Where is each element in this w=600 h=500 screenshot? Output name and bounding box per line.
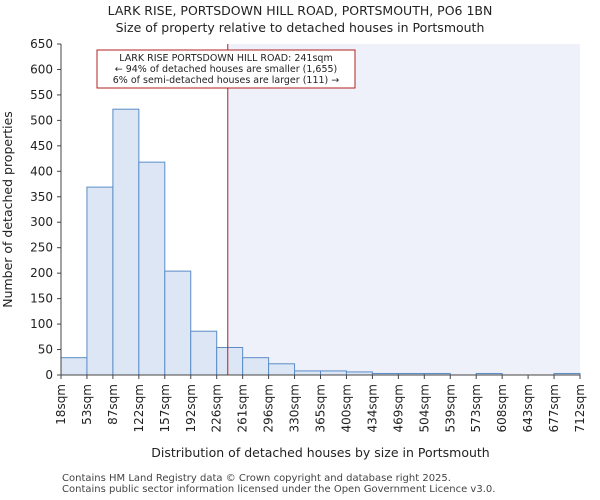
- x-tick-label: 712sqm: [573, 384, 587, 432]
- x-tick-label: 53sqm: [80, 384, 94, 425]
- annotation-box: LARK RISE PORTSDOWN HILL ROAD: 241sqm ← …: [96, 49, 356, 89]
- x-tick-label: 122sqm: [132, 384, 146, 432]
- histogram-bar: [60, 357, 88, 376]
- x-tick-label: 608sqm: [495, 384, 509, 432]
- histogram-bar: [190, 330, 218, 376]
- x-tick-label: 573sqm: [469, 384, 483, 432]
- x-axis-label: Distribution of detached houses by size …: [151, 445, 489, 460]
- x-tick-label: 330sqm: [288, 384, 302, 432]
- y-tick-label: 650: [30, 37, 53, 51]
- x-tick-label: 469sqm: [391, 384, 405, 432]
- annotation-line-2: ← 94% of detached houses are smaller (1,…: [115, 64, 338, 75]
- x-tick-label: 539sqm: [443, 384, 457, 432]
- histogram-bar: [320, 370, 347, 376]
- y-tick-label: 50: [38, 343, 53, 357]
- y-tick-label: 600: [30, 62, 53, 76]
- histogram-bar: [242, 357, 270, 376]
- x-tick-label: 87sqm: [106, 384, 120, 425]
- chart-title: LARK RISE, PORTSDOWN HILL ROAD, PORTSMOU…: [107, 3, 493, 18]
- x-tick-label: 677sqm: [547, 384, 561, 432]
- y-tick-label: 0: [45, 368, 53, 382]
- histogram-bar: [164, 270, 192, 376]
- x-tick-label: 434sqm: [365, 384, 379, 432]
- chart-subtitle: Size of property relative to detached ho…: [115, 20, 485, 35]
- y-axis-label: Number of detached properties: [0, 111, 15, 308]
- histogram-bar: [294, 370, 321, 376]
- y-tick-label: 250: [30, 241, 53, 255]
- y-tick-label: 500: [30, 113, 53, 127]
- x-tick-label: 643sqm: [521, 384, 535, 432]
- footer-line-2: Contains public sector information licen…: [62, 484, 496, 495]
- y-tick-label: 450: [30, 139, 53, 153]
- x-tick-label: 504sqm: [417, 384, 431, 432]
- x-tick-label: 400sqm: [339, 384, 353, 432]
- annotation-border: [96, 49, 356, 89]
- annotation-line-3: 6% of semi-detached houses are larger (1…: [113, 75, 340, 86]
- x-tick-label: 365sqm: [314, 384, 328, 432]
- y-tick-label: 550: [30, 88, 53, 102]
- y-tick-label: 200: [30, 266, 53, 280]
- x-tick-label: 157sqm: [158, 384, 172, 432]
- x-tick-label: 261sqm: [236, 384, 250, 432]
- y-tick-label: 300: [30, 215, 53, 229]
- x-tick-label: 226sqm: [210, 384, 224, 432]
- y-tick-label: 100: [30, 317, 53, 331]
- x-tick-label: 192sqm: [184, 384, 198, 432]
- y-tick-label: 150: [30, 292, 53, 306]
- annotation-line-1: LARK RISE PORTSDOWN HILL ROAD: 241sqm: [119, 53, 332, 64]
- histogram-bar: [216, 347, 244, 376]
- histogram-bar: [138, 161, 166, 376]
- larger-region-shade: [227, 44, 580, 375]
- histogram-bar: [112, 108, 140, 376]
- x-tick-label: 296sqm: [262, 384, 276, 432]
- histogram-bar: [86, 186, 114, 376]
- y-tick-label: 350: [30, 190, 53, 204]
- footer-line-1: Contains HM Land Registry data © Crown c…: [62, 473, 451, 484]
- y-tick-label: 400: [30, 164, 53, 178]
- x-tick-label: 18sqm: [54, 384, 68, 425]
- histogram-bar: [268, 363, 296, 376]
